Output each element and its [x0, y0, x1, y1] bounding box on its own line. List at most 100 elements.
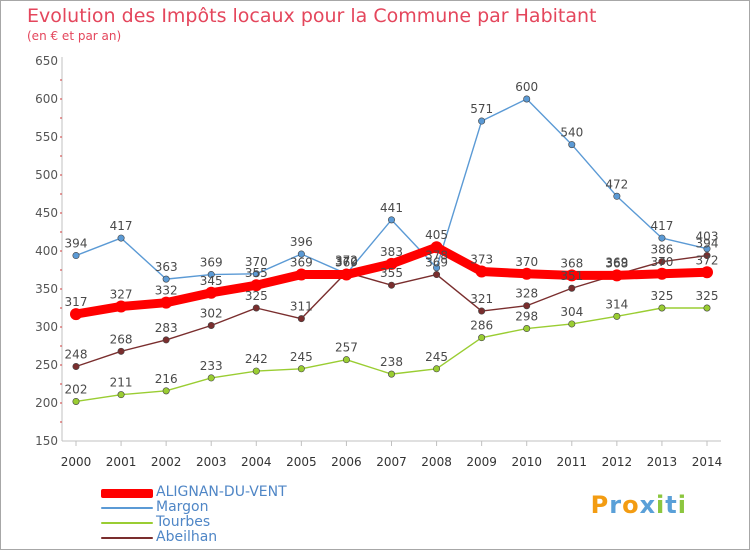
- data-point: [162, 275, 170, 283]
- data-label: 370: [335, 255, 358, 269]
- chart-title: Evolution des Impôts locaux pour la Comm…: [27, 5, 597, 27]
- x-tick-label: 2002: [151, 455, 182, 469]
- data-point: [207, 271, 215, 279]
- logo-letter: t: [665, 491, 678, 519]
- data-point: [568, 320, 576, 328]
- data-point: [387, 281, 395, 289]
- data-label: 441: [380, 201, 403, 215]
- data-label: 369: [425, 256, 448, 270]
- data-label: 368: [560, 256, 583, 270]
- data-point: [430, 241, 443, 254]
- x-tick-label: 2013: [647, 455, 678, 469]
- data-label: 345: [200, 274, 223, 288]
- data-point: [478, 334, 486, 342]
- legend-swatch: [101, 489, 153, 498]
- data-label: 417: [650, 219, 673, 233]
- data-label: 325: [245, 289, 268, 303]
- data-point: [160, 296, 173, 309]
- data-label: 368: [605, 256, 628, 270]
- data-label: 268: [110, 332, 133, 346]
- legend-item: Tourbes: [101, 515, 361, 530]
- data-label: 332: [155, 284, 178, 298]
- data-point: [610, 269, 623, 282]
- proxiti-logo: Proxiti: [591, 491, 687, 519]
- x-tick-label: 2011: [557, 455, 588, 469]
- data-label: 355: [380, 266, 403, 280]
- data-label: 314: [605, 297, 628, 311]
- data-label: 369: [290, 256, 313, 270]
- data-point: [703, 304, 711, 312]
- data-label: 417: [110, 219, 133, 233]
- y-tick-label: 400: [35, 244, 58, 258]
- data-label: 283: [155, 321, 178, 335]
- data-point: [658, 304, 666, 312]
- data-label: 394: [65, 237, 88, 251]
- data-label: 325: [650, 289, 673, 303]
- data-point: [340, 268, 353, 281]
- data-point: [207, 321, 215, 329]
- data-label: 302: [200, 306, 223, 320]
- chart-subtitle: (en € et par an): [27, 29, 122, 43]
- data-point: [523, 302, 531, 310]
- data-point: [703, 252, 711, 260]
- legend-label: ALIGNAN-DU-VENT: [156, 484, 287, 500]
- x-tick-label: 2000: [61, 455, 92, 469]
- data-label: 321: [470, 292, 493, 306]
- data-point: [568, 284, 576, 292]
- data-label: 216: [155, 372, 178, 386]
- data-label: 540: [560, 126, 583, 140]
- legend-label: Abeilhan: [156, 529, 218, 545]
- data-point: [72, 397, 80, 405]
- data-label: 396: [290, 235, 313, 249]
- data-point: [658, 258, 666, 266]
- data-label: 248: [65, 348, 88, 362]
- data-label: 370: [650, 255, 673, 269]
- data-label: 370: [245, 255, 268, 269]
- data-label: 304: [560, 305, 583, 319]
- data-label: 328: [515, 287, 538, 301]
- data-point: [523, 325, 531, 333]
- data-label: 245: [425, 350, 448, 364]
- y-tick-label: 500: [35, 168, 58, 182]
- legend-label: Margon: [156, 499, 209, 515]
- data-point: [252, 270, 260, 278]
- data-point: [565, 269, 578, 282]
- data-point: [478, 117, 486, 125]
- x-tick-label: 2010: [511, 455, 542, 469]
- data-point: [520, 267, 533, 280]
- legend-item: Margon: [101, 500, 361, 515]
- legend-swatch: [101, 537, 153, 539]
- data-label: 369: [335, 256, 358, 270]
- data-point: [703, 245, 711, 253]
- data-label: 327: [110, 287, 133, 301]
- data-point: [342, 356, 350, 364]
- y-tick-label: 650: [35, 54, 58, 68]
- data-label: 403: [696, 230, 719, 244]
- data-label: 363: [155, 260, 178, 274]
- data-point: [658, 234, 666, 242]
- data-label: 233: [200, 359, 223, 373]
- data-point: [297, 365, 305, 373]
- data-label: 372: [335, 253, 358, 267]
- data-point: [117, 234, 125, 242]
- data-point: [72, 252, 80, 260]
- data-label: 369: [605, 256, 628, 270]
- data-point: [252, 304, 260, 312]
- data-point: [433, 365, 441, 373]
- data-label: 386: [650, 243, 673, 257]
- x-tick-label: 2014: [692, 455, 723, 469]
- data-label: 202: [65, 382, 88, 396]
- logo-letter: x: [639, 491, 657, 519]
- data-point: [207, 374, 215, 382]
- data-point: [70, 308, 82, 321]
- data-label: 317: [65, 295, 88, 309]
- x-tick-label: 2006: [331, 455, 362, 469]
- data-label: 238: [380, 355, 403, 369]
- data-point: [568, 141, 576, 149]
- data-label: 211: [110, 376, 133, 390]
- data-label: 242: [245, 352, 268, 366]
- y-tick-label: 200: [35, 396, 58, 410]
- x-tick-label: 2012: [602, 455, 633, 469]
- x-tick-label: 2009: [466, 455, 497, 469]
